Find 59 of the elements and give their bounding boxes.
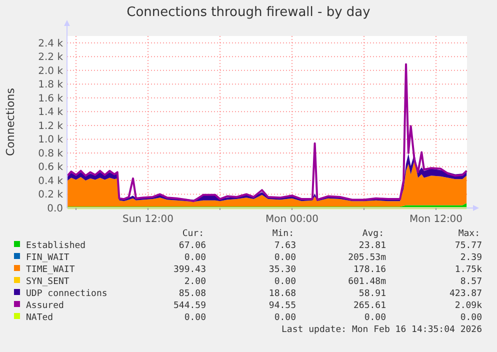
y-tick-label: 2.4 k xyxy=(38,38,64,50)
text: 2.39 xyxy=(460,253,482,263)
y-tick-label: 1.6 k xyxy=(38,93,64,104)
text: 18.68 xyxy=(268,289,296,299)
text: 0.00 xyxy=(364,313,386,323)
text: 1.75k xyxy=(454,265,483,275)
x-tick-label: Mon 00:00 xyxy=(265,214,319,225)
text: 544.59 xyxy=(173,301,206,311)
text: Last update: Mon Feb 16 14:35:04 2026 xyxy=(282,325,482,335)
x-tick-label: Mon 12:00 xyxy=(409,214,463,225)
text: 0.00 xyxy=(274,277,296,287)
text: 8.57 xyxy=(460,277,482,287)
y-axis-title: Connections xyxy=(4,88,17,156)
legend-label: FIN_WAIT xyxy=(26,253,70,263)
legend-label: UDP connections xyxy=(26,289,108,299)
legend-label: Assured xyxy=(26,301,64,311)
y-tick-label: 0.0 xyxy=(47,204,63,214)
text: 265.61 xyxy=(353,301,386,311)
text: 399.43 xyxy=(173,265,206,275)
text: 94.55 xyxy=(268,301,296,311)
text: Max: xyxy=(458,229,480,239)
text: 35.30 xyxy=(268,265,296,275)
chart-title: Connections through firewall - by day xyxy=(126,5,371,20)
text: 0.00 xyxy=(460,313,482,323)
text: 67.06 xyxy=(178,241,206,251)
line-series xyxy=(66,63,468,202)
y-tick-label: 0.4 k xyxy=(38,176,64,187)
text: 601.48m xyxy=(348,277,386,287)
text: Min: xyxy=(272,229,294,239)
y-tick-label: 1.8 k xyxy=(38,80,64,91)
y-tick-label: 2.2 k xyxy=(38,52,64,64)
text: Avg: xyxy=(362,229,384,239)
x-tick-label: Sun 12:00 xyxy=(122,214,174,225)
text: 0.00 xyxy=(184,313,206,323)
text: 423.87 xyxy=(449,289,482,299)
text: Cur: xyxy=(182,229,204,239)
y-tick-label: 0.6 k xyxy=(38,162,64,174)
y-tick-label: 0.8 k xyxy=(38,148,64,160)
legend-label: TIME_WAIT xyxy=(26,265,76,275)
text: 2.00 xyxy=(184,277,206,287)
text: 85.08 xyxy=(178,289,206,299)
y-tick-label: 1.0 k xyxy=(38,134,64,146)
text: 75.77 xyxy=(454,241,482,251)
y-tick-label: 1.2 k xyxy=(38,120,64,132)
y-tick-label: 1.4 k xyxy=(38,107,64,118)
text: 58.91 xyxy=(358,289,386,299)
text: 178.16 xyxy=(353,265,386,275)
legend-label: NATed xyxy=(26,313,54,323)
text: 0.00 xyxy=(274,253,296,263)
y-tick-label: 2.0 k xyxy=(38,66,64,77)
text: 0.00 xyxy=(274,313,296,323)
text: 205.53m xyxy=(348,253,386,263)
text: 0.00 xyxy=(184,253,206,263)
y-tick-label: 0.2 k xyxy=(38,190,64,201)
legend-label: SYN_SENT xyxy=(26,277,70,287)
text: 7.63 xyxy=(274,241,296,251)
text: 2.09k xyxy=(454,301,483,311)
legend-label: Established xyxy=(26,241,86,251)
text: 23.81 xyxy=(358,241,386,251)
